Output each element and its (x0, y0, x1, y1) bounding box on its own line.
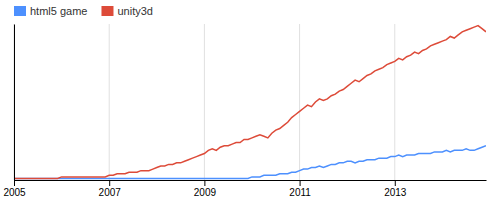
x-axis-line (15, 180, 487, 181)
x-tick-label: 2011 (289, 187, 311, 198)
grid-line (204, 24, 205, 180)
grid-line (109, 24, 110, 180)
series-line (14, 26, 486, 179)
x-tick-mark (14, 180, 15, 186)
legend-item: html5 game (14, 5, 87, 17)
plot-area: 2005 2007 2009 2011 2013 (3, 24, 486, 198)
grid-line (299, 24, 300, 180)
legend-swatch (14, 6, 26, 16)
x-tick-mark (204, 180, 205, 186)
x-tick: 2011 (289, 180, 311, 198)
x-tick-mark (109, 180, 110, 186)
legend-item: unity3d (101, 5, 152, 17)
x-tick: 2005 (3, 180, 26, 198)
x-tick: 2009 (194, 180, 217, 198)
chart: 2005 2007 2009 2011 2013 html5 game unity3d (0, 0, 500, 204)
x-tick: 2007 (99, 180, 122, 198)
grid (14, 24, 395, 180)
legend-swatch (101, 6, 113, 16)
series-line (14, 146, 486, 179)
x-axis: 2005 2007 2009 2011 2013 (3, 180, 486, 198)
x-tick-mark (300, 180, 301, 186)
legend: html5 game unity3d (14, 5, 153, 17)
grid-line (14, 24, 15, 180)
legend-label: html5 game (30, 5, 87, 17)
y-axis-line (14, 25, 15, 181)
y-axis (14, 25, 15, 181)
x-tick: 2013 (384, 180, 407, 198)
lines (14, 26, 486, 179)
x-tick-label: 2009 (194, 187, 217, 198)
x-tick-label: 2007 (99, 187, 122, 198)
legend-label: unity3d (117, 5, 152, 17)
x-tick-label: 2013 (384, 187, 407, 198)
x-tick-label: 2005 (3, 187, 26, 198)
x-tick-mark (395, 180, 396, 186)
